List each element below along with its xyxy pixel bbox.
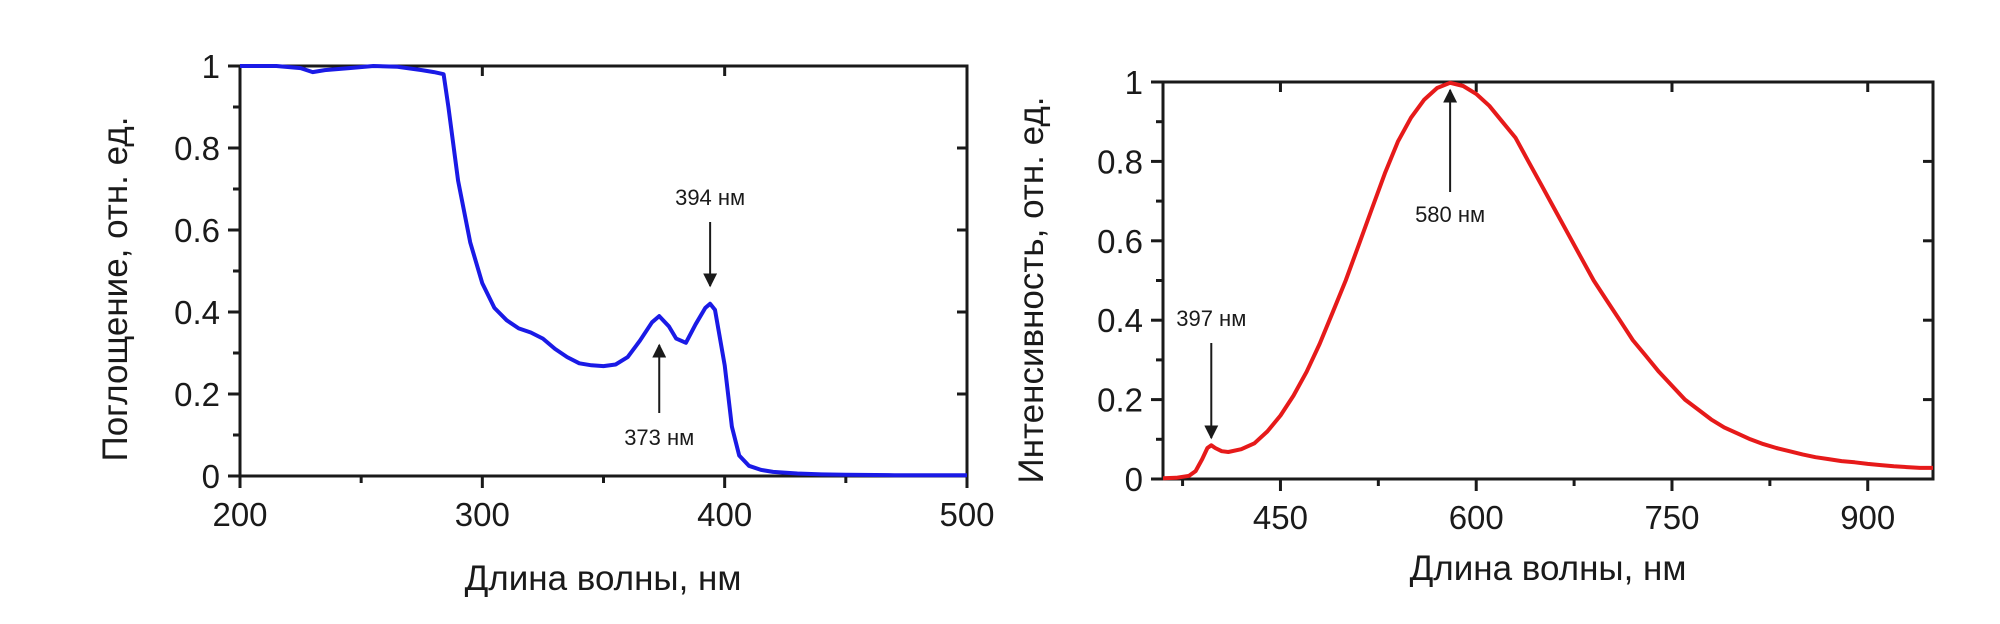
absorption-y-tick-labels: 0 0.2 0.4 0.6 0.8 1 [174,48,220,495]
y-tick-label: 0.6 [1097,223,1143,260]
absorption-chart: 200 300 400 500 0 0.2 0.4 0.6 0.8 1 394 нм 373 нм… [96,48,995,598]
x-tick-label: 200 [212,496,267,533]
emission-ticks [1151,80,1933,491]
peak-annotation-label: 373 нм [624,425,694,450]
y-tick-label: 0 [1125,461,1143,498]
emission-y-tick-labels: 0 0.2 0.4 0.6 0.8 1 [1097,64,1143,498]
y-tick-label: 0 [202,458,220,495]
peak-annotation-label: 580 нм [1415,202,1485,227]
emission-x-axis-title: Длина волны, нм [1410,549,1687,588]
x-tick-label: 300 [455,496,510,533]
emission-y-axis-title: Интенсивность, отн. ед. [1012,97,1051,484]
emission-annotations: 580 нм 397 нм [1176,88,1485,440]
absorption-x-axis-title: Длина волны, нм [465,559,742,598]
emission-chart: 450 600 750 900 0 0.2 0.4 0.6 0.8 1 580 нм 397 нм… [1012,64,1935,588]
absorption-y-axis-title: Поглощение, отн. ед. [96,117,135,462]
absorption-ticks [228,64,969,488]
x-tick-label: 600 [1449,499,1504,536]
absorption-plot-frame [238,64,969,478]
y-tick-label: 0.8 [174,130,220,167]
y-tick-label: 0.8 [1097,143,1143,180]
x-tick-label: 500 [939,496,994,533]
y-tick-label: 0.2 [1097,382,1143,419]
emission-series-line [1162,80,1933,481]
peak-annotation-label: 394 нм [675,185,745,210]
absorption-annotations: 394 нм 373 нм [624,185,745,450]
x-tick-label: 750 [1644,499,1699,536]
absorption-x-tick-labels: 200 300 400 500 [212,496,994,533]
y-tick-label: 1 [202,48,220,85]
x-tick-label: 400 [697,496,752,533]
y-tick-label: 0.4 [174,294,220,331]
absorption-series-line [240,64,967,478]
x-tick-label: 900 [1840,499,1895,536]
x-tick-label: 450 [1253,499,1308,536]
emission-x-tick-labels: 450 600 750 900 [1253,499,1895,536]
peak-annotation-label: 397 нм [1176,306,1246,331]
y-tick-label: 0.4 [1097,302,1143,339]
y-tick-label: 0.6 [174,212,220,249]
y-tick-label: 1 [1125,64,1143,101]
y-tick-label: 0.2 [174,376,220,413]
